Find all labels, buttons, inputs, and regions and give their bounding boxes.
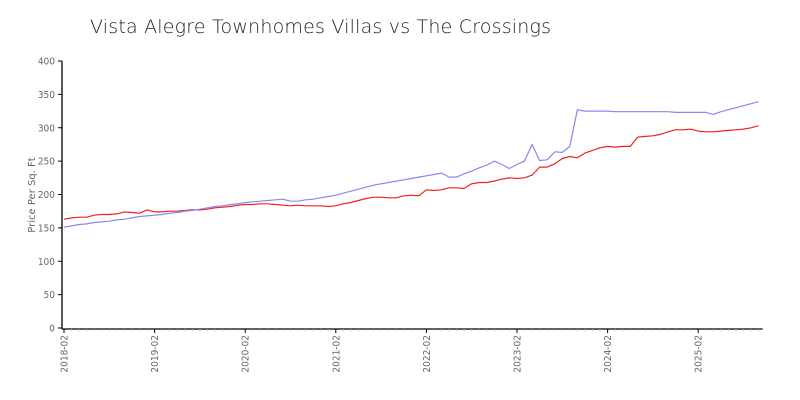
y-axis-label: Price Per Sq. Ft [27,157,38,232]
y-tick-label: 50 [44,290,56,301]
series-line-2 [63,101,759,228]
x-tick-label: 2024-02 [603,335,614,373]
x-tick-label: 2021-02 [331,335,342,373]
data-lines [63,101,759,228]
y-tick-label: 200 [38,190,55,201]
axes: 0 50 100 150 200 250 300 350 400 Price Per Sq. Ft… [27,57,763,373]
y-tick-label: 400 [38,57,55,68]
y-tick-label: 100 [38,257,55,268]
y-tick-label: 250 [38,157,55,168]
x-tick-label: 2022-02 [422,335,433,373]
chart-title: Vista Alegre Townhomes Villas vs The Cro… [90,16,552,38]
series-line-1 [63,125,759,220]
y-tick-label: 300 [38,123,55,134]
y-tick-label: 150 [38,223,55,234]
y-tick-label: 350 [38,90,55,101]
x-tick-label: 2023-02 [513,335,524,373]
x-tick-label: 2020-02 [241,335,252,373]
x-tick-label: 2018-02 [60,335,71,373]
x-tick-label: 2019-02 [150,335,161,373]
y-tick-label: 0 [49,324,55,335]
x-tick-label: 2025-02 [694,335,705,373]
